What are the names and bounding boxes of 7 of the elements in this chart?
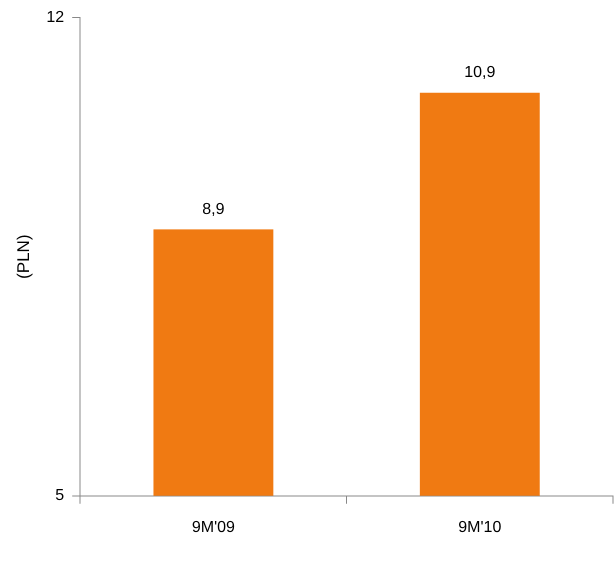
- y-axis-title: (PLN): [14, 234, 33, 279]
- y-tick-label: 12: [46, 9, 64, 26]
- x-tick-label: 9M'09: [192, 518, 236, 536]
- data-label: 8,9: [202, 200, 225, 218]
- data-label: 10,9: [464, 64, 496, 82]
- y-tick-label: 5: [55, 487, 64, 504]
- x-tick-label: 9M'10: [458, 518, 502, 536]
